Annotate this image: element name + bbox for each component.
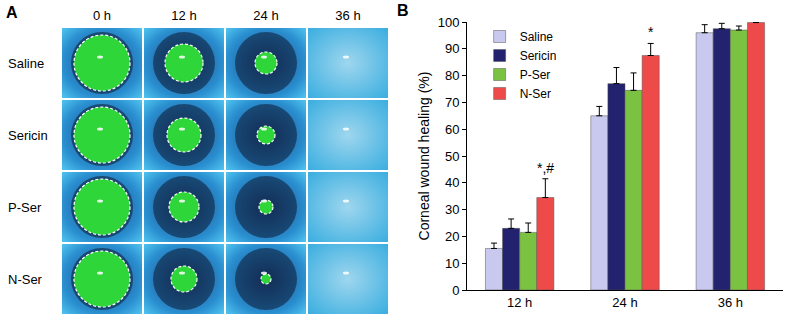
svg-text:24 h: 24 h <box>253 8 278 23</box>
svg-text:40: 40 <box>445 175 459 190</box>
svg-text:50: 50 <box>445 149 459 164</box>
svg-text:70: 70 <box>445 95 459 110</box>
svg-text:0: 0 <box>452 283 459 298</box>
svg-text:90: 90 <box>445 41 459 56</box>
svg-text:100: 100 <box>438 15 460 30</box>
svg-text:36 h: 36 h <box>718 295 743 310</box>
svg-text:24 h: 24 h <box>612 295 637 310</box>
svg-text:Saline: Saline <box>520 30 554 44</box>
svg-text:Saline: Saline <box>8 56 44 71</box>
svg-text:Sericin: Sericin <box>8 128 48 143</box>
svg-text:Corneal wound healing (%): Corneal wound healing (%) <box>416 72 432 241</box>
svg-text:*,#: *,# <box>537 160 554 176</box>
svg-text:60: 60 <box>445 122 459 137</box>
svg-text:0 h: 0 h <box>93 8 111 23</box>
svg-text:*: * <box>648 24 654 40</box>
svg-text:80: 80 <box>445 68 459 83</box>
svg-text:P-Ser: P-Ser <box>520 68 551 82</box>
svg-text:N-Ser: N-Ser <box>520 87 551 101</box>
svg-text:N-Ser: N-Ser <box>8 272 43 287</box>
svg-text:10: 10 <box>445 256 459 271</box>
svg-text:P-Ser: P-Ser <box>8 200 42 215</box>
svg-text:36 h: 36 h <box>335 8 360 23</box>
svg-text:30: 30 <box>445 202 459 217</box>
svg-text:20: 20 <box>445 229 459 244</box>
svg-text:12 h: 12 h <box>171 8 196 23</box>
svg-text:Sericin: Sericin <box>520 49 557 63</box>
svg-text:A: A <box>6 4 18 21</box>
svg-text:12 h: 12 h <box>507 295 532 310</box>
svg-text:B: B <box>397 2 409 19</box>
